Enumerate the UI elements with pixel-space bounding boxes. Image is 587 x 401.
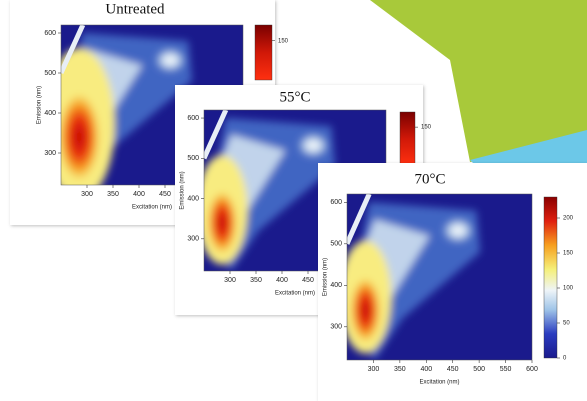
x-axis-label: Excitation (nm): [419, 380, 459, 386]
x-tick-label: 400: [420, 366, 432, 373]
fluorescence-peak: [441, 217, 475, 244]
x-tick-label: 300: [81, 191, 93, 198]
y-tick-label: 500: [44, 70, 56, 77]
x-axis-label: Excitation (nm): [275, 291, 315, 297]
panel: 300 350 400 450 500 550 600300400500600Excitat…: [318, 163, 587, 401]
fluorescence-peak: [153, 47, 187, 73]
x-tick-label: 500: [473, 366, 485, 373]
x-tick-label: 600: [526, 366, 538, 373]
y-tick-label: 600: [187, 115, 199, 122]
plot-border: [346, 193, 533, 361]
y-axis-label: Emission (nm): [180, 171, 186, 209]
x-tick-label: 350: [250, 277, 262, 284]
y-tick-label: 300: [330, 324, 342, 331]
colorbar-tick-label: 50: [563, 321, 570, 327]
heatmap-surface: [61, 33, 193, 185]
fluorescence-core: [347, 270, 384, 351]
x-tick-label: 450: [159, 191, 171, 198]
y-tick-label: 500: [330, 241, 342, 248]
x-tick-label: 450: [302, 277, 314, 284]
colorbar-tick-label: 150: [278, 38, 289, 44]
x-tick-label: 350: [394, 366, 406, 373]
colorbar: [399, 111, 416, 166]
background-shape: [370, 0, 587, 162]
heatmap-surface: [347, 202, 481, 360]
fluorescence-core: [61, 83, 105, 185]
x-tick-label: 350: [107, 191, 119, 198]
chart-title: 55°C: [279, 89, 310, 105]
rayleigh-line: [61, 25, 86, 75]
x-tick-label: 300: [368, 366, 380, 373]
x-axis-label: Excitation (nm): [132, 205, 172, 211]
y-tick-label: 400: [44, 110, 56, 117]
x-tick-label: 450: [447, 366, 459, 373]
y-tick-label: 300: [187, 236, 199, 243]
y-tick-label: 600: [44, 30, 56, 37]
heatmap: [347, 194, 532, 360]
fluorescence-core: [204, 184, 241, 262]
colorbar: [254, 24, 273, 81]
y-axis-label: Emission (nm): [323, 258, 329, 296]
y-tick-label: 300: [44, 150, 56, 157]
colorbar-tick-label: 200: [563, 216, 574, 222]
y-tick-label: 600: [330, 199, 342, 206]
y-tick-label: 400: [187, 195, 199, 202]
colorbar-tick-label: 100: [563, 286, 574, 292]
rayleigh-line: [204, 110, 229, 160]
fluorescence-peak: [296, 132, 330, 159]
chart-title: Untreated: [105, 1, 165, 17]
y-axis-label: Emission (nm): [37, 86, 43, 124]
colorbar-tick-label: 150: [563, 251, 574, 257]
x-tick-label: 400: [276, 277, 288, 284]
rayleigh-line: [347, 194, 372, 245]
heatmap: [61, 25, 243, 185]
colorbar-tick-label: 0: [563, 356, 567, 362]
x-tick-label: 300: [224, 277, 236, 284]
colorbar-tick-label: 150: [421, 125, 432, 131]
colorbar: [543, 196, 558, 359]
x-tick-label: 550: [500, 366, 512, 373]
chart-title: 70°C: [414, 171, 445, 187]
y-tick-label: 400: [330, 282, 342, 289]
heatmap-surface: [204, 118, 336, 271]
y-tick-label: 500: [187, 155, 199, 162]
x-tick-label: 400: [133, 191, 145, 198]
